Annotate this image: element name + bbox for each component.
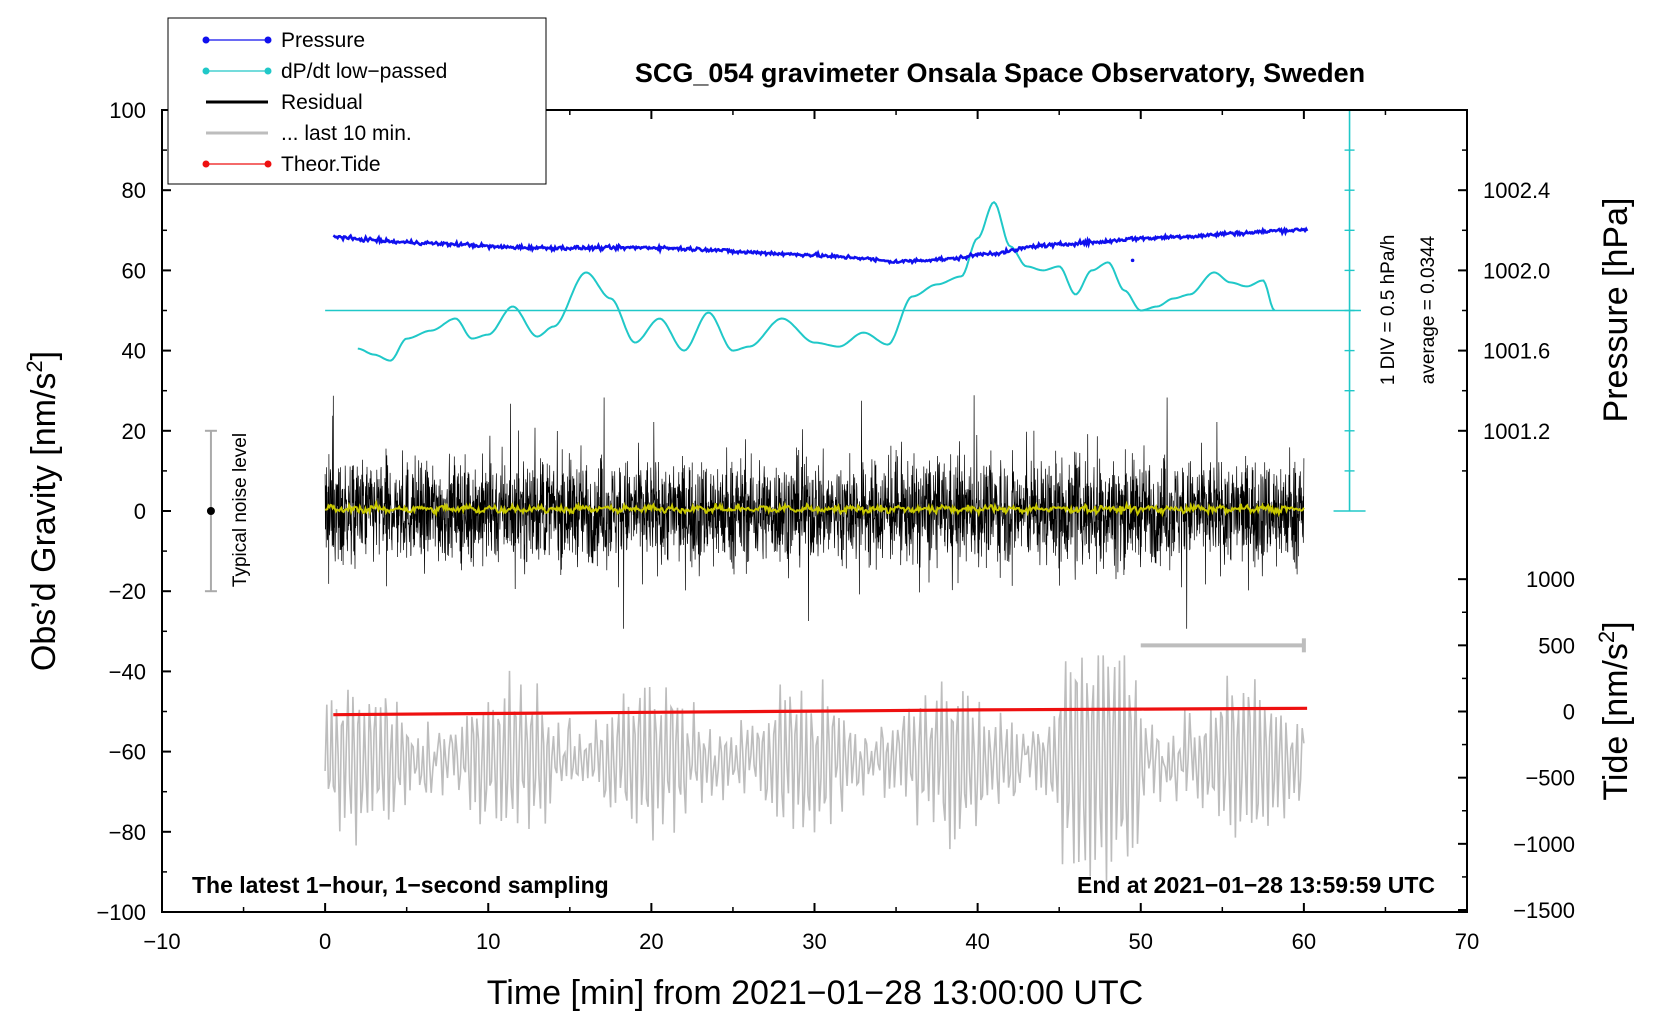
x-axis-title: Time [min] from 2021−01−28 13:00:00 UTC (487, 974, 1143, 1012)
y-tick-label: 0 (134, 499, 146, 524)
pressure-tick-label: 1001.2 (1483, 419, 1550, 444)
residual-series-line (324, 395, 1305, 629)
tide-title-main: Tide [nm/s (1597, 643, 1635, 800)
pressure-series-line (332, 226, 1309, 266)
axes: −10 0 10 20 30 40 50 60 70−100−80−60−40−20020406… (96, 98, 1575, 954)
pressure-tick-label: 1002.0 (1483, 258, 1550, 283)
y-tick-label: 40 (122, 339, 146, 364)
x-tick-label: 50 (1129, 929, 1153, 954)
y-tick-label: 20 (122, 419, 146, 444)
residual-lowpass-series-line (324, 498, 1305, 518)
y-axis-title-tide: Tide [nm/s2] (1594, 621, 1635, 800)
noise-level-label: Typical noise level (230, 433, 251, 587)
x-tick-label: 40 (965, 929, 989, 954)
x-tick-label: −10 (143, 929, 180, 954)
y-tick-label: 80 (122, 178, 146, 203)
noise-level-point (206, 507, 215, 515)
y-tick-label: −60 (109, 740, 146, 765)
x-tick-label: 20 (639, 929, 663, 954)
legend-label-1: dP/dt low−passed (281, 60, 447, 83)
legend-marker-start-1 (202, 67, 210, 75)
x-tick-label: 0 (319, 929, 331, 954)
y-left-title-sup: 2 (22, 360, 47, 372)
pressure-tick-label: 1002.4 (1483, 178, 1550, 203)
tide-tick-label: −1500 (1513, 898, 1575, 923)
legend-marker-end-4 (264, 160, 272, 168)
x-tick-label: 30 (802, 929, 826, 954)
y-tick-label: −80 (109, 820, 146, 845)
legend-marker-start-0 (202, 36, 210, 44)
footer-right-note: End at 2021−01−28 13:59:59 UTC (1077, 872, 1435, 898)
tide-tick-label: 0 (1563, 700, 1575, 725)
y-left-title-close: ] (25, 351, 63, 360)
footer-left-note: The latest 1−hour, 1−second sampling (192, 872, 609, 898)
chart-title: SCG_054 gravimeter Onsala Space Observat… (635, 58, 1365, 88)
y-tick-label: −100 (96, 900, 146, 925)
y-axis-title-pressure: Pressure [hPa] (1597, 198, 1635, 423)
legend-marker-end-0 (264, 36, 272, 44)
legend-label-4: Theor.Tide (281, 153, 381, 176)
x-tick-label: 70 (1455, 929, 1479, 954)
legend-label-0: Pressure (281, 29, 365, 52)
legend-label-3: ... last 10 min. (281, 122, 412, 145)
tide-tick-label: 500 (1538, 633, 1575, 658)
y-axis-title-left: Obs’d Gravity [nm/s2] (22, 351, 63, 671)
theoretical-tide-series-line (333, 706, 1308, 717)
tide-title-close: ] (1597, 621, 1635, 630)
y-left-title-main: Obs’d Gravity [nm/s (25, 373, 63, 672)
dpdt-series-line (357, 200, 1276, 362)
x-tick-label: 60 (1292, 929, 1316, 954)
legend: Pressure dP/dt low−passed Residual ... last… (167, 17, 547, 185)
last10-series-line (324, 655, 1305, 883)
tide-tick-label: 1000 (1526, 567, 1575, 592)
tide-tick-label: −1000 (1513, 832, 1575, 857)
pressure-outlier-point (1130, 258, 1135, 263)
x-tick-label: 10 (476, 929, 500, 954)
y-tick-label: 60 (122, 258, 146, 283)
data-series (204, 109, 1366, 883)
tide-tick-label: −500 (1525, 766, 1575, 791)
dpdt-average-note: average = 0.0344 (1418, 235, 1439, 384)
legend-marker-start-4 (202, 160, 210, 168)
tide-title-sup: 2 (1594, 631, 1619, 643)
legend-label-2: Residual (281, 91, 363, 114)
y-tick-label: 100 (109, 98, 146, 123)
pressure-tick-label: 1001.6 (1483, 339, 1550, 364)
dpdt-scale-note: 1 DIV = 0.5 hPa/h (1378, 235, 1399, 386)
y-tick-label: −20 (109, 579, 146, 604)
legend-marker-end-1 (264, 67, 272, 75)
y-tick-label: −40 (109, 659, 146, 684)
